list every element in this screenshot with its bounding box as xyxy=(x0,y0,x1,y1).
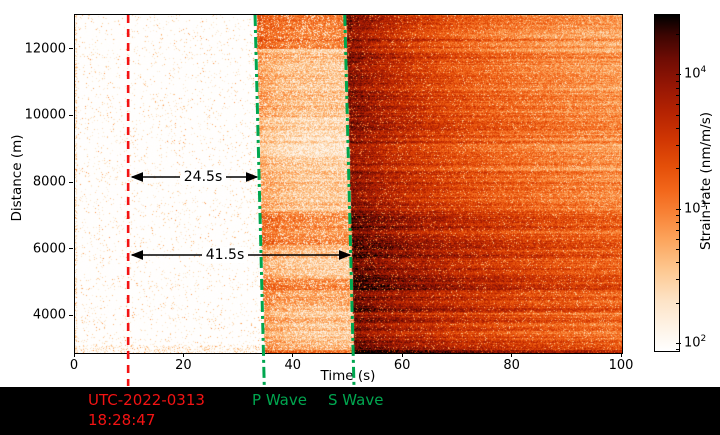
origin-timestamp-label: UTC-2022-0313 18:28:47 xyxy=(88,390,205,430)
colorbar-major-tick xyxy=(676,343,681,345)
colorbar-major-tick xyxy=(676,208,681,210)
y-tick-mark xyxy=(69,314,73,316)
x-tick-label: 40 xyxy=(284,358,302,373)
y-tick-mark xyxy=(69,48,73,50)
colorbar-major-tick xyxy=(676,74,681,76)
x-tick-label: 100 xyxy=(608,358,634,373)
colorbar-minor-tick xyxy=(676,168,679,170)
s-wave-label: S Wave xyxy=(328,391,384,409)
colorbar xyxy=(654,14,680,352)
y-axis-label: Distance (m) xyxy=(9,134,25,222)
colorbar-minor-tick xyxy=(676,80,679,82)
heatmap-canvas xyxy=(75,15,622,353)
x-tick-label: 60 xyxy=(393,358,411,373)
colorbar-minor-tick xyxy=(676,221,679,223)
colorbar-minor-tick xyxy=(676,262,679,264)
colorbar-minor-tick xyxy=(676,114,679,116)
x-tick-mark xyxy=(511,353,513,357)
colorbar-minor-tick xyxy=(676,127,679,129)
colorbar-minor-tick xyxy=(676,34,679,36)
x-tick-mark xyxy=(73,353,75,357)
origin-date-text: UTC-2022-0313 xyxy=(88,391,205,409)
s-delay-annotation: 41.5s xyxy=(202,247,248,263)
colorbar-minor-tick xyxy=(676,144,679,146)
p-delay-annotation: 24.5s xyxy=(180,169,226,185)
x-tick-label: 20 xyxy=(175,358,192,373)
y-tick-label: 6000 xyxy=(32,241,66,257)
x-axis-label: Time (s) xyxy=(320,368,376,384)
colorbar-minor-tick xyxy=(676,249,679,251)
y-tick-label: 8000 xyxy=(32,174,66,190)
colorbar-tick-label: 102 xyxy=(684,334,707,351)
colorbar-minor-tick xyxy=(676,238,679,240)
x-tick-mark xyxy=(182,353,184,357)
colorbar-minor-tick xyxy=(676,95,679,97)
x-tick-label: 80 xyxy=(503,358,520,373)
colorbar-minor-tick xyxy=(676,349,679,351)
colorbar-minor-tick xyxy=(676,215,679,217)
x-tick-label: 0 xyxy=(69,358,79,373)
origin-time-text: 18:28:47 xyxy=(88,411,156,429)
colorbar-minor-tick xyxy=(676,104,679,106)
x-tick-mark xyxy=(292,353,294,357)
y-tick-mark xyxy=(69,248,73,250)
x-tick-mark xyxy=(620,353,622,357)
x-tick-mark xyxy=(401,353,403,357)
colorbar-minor-tick xyxy=(676,229,679,231)
y-tick-label: 10000 xyxy=(24,107,66,123)
colorbar-tick-label: 104 xyxy=(684,65,707,82)
y-tick-mark xyxy=(69,181,73,183)
colorbar-minor-tick xyxy=(676,87,679,89)
colorbar-minor-tick xyxy=(676,279,679,281)
bottom-info-bar: UTC-2022-0313 18:28:47 P Wave S Wave xyxy=(0,387,720,435)
colorbar-minor-tick xyxy=(676,302,679,304)
p-wave-label: P Wave xyxy=(252,391,307,409)
y-tick-label: 12000 xyxy=(24,41,66,57)
y-tick-label: 4000 xyxy=(32,307,66,323)
plot-area xyxy=(74,14,623,354)
colorbar-title: Strain-rate (nm/m/s) xyxy=(698,111,714,251)
colorbar-tick-label: 103 xyxy=(684,199,707,217)
y-tick-mark xyxy=(69,114,73,116)
